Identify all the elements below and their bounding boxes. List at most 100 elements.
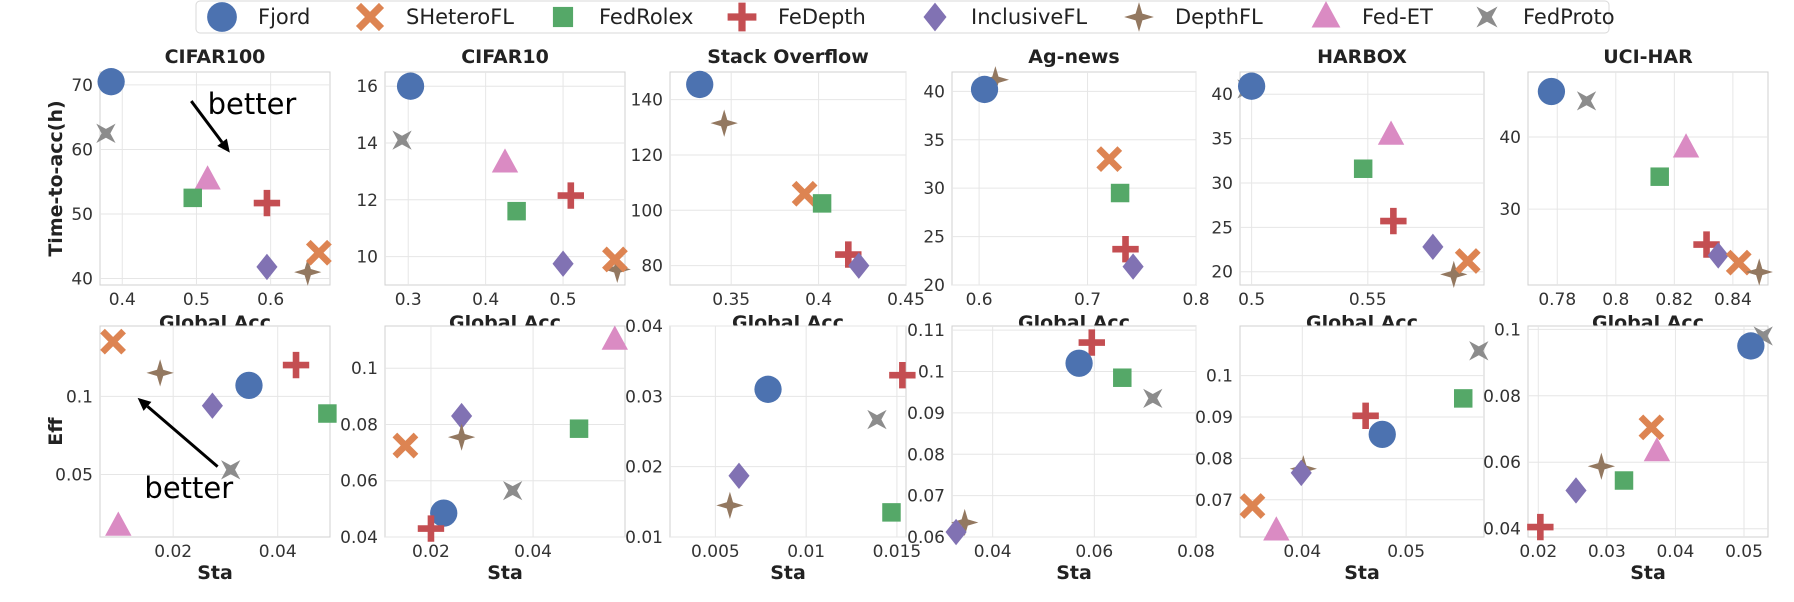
y-tick-label: 0.07 [1195,491,1233,511]
point-fjord [970,75,999,104]
point-fjord [1537,77,1566,106]
y-tick-label: 0.04 [340,528,378,548]
legend-frame [195,0,1610,34]
x-tick-label: 0.02 [1519,542,1557,562]
legend-item-fedproto: FedProto [1476,5,1615,29]
y-tick-label: 40 [71,270,93,290]
annotation-text: better [208,87,297,121]
y-tick-label: 0.09 [1195,408,1233,428]
point-sheterofl [1725,249,1752,276]
x-tick-label: 0.8 [1602,290,1629,310]
point-inclusivefl [1565,477,1587,504]
y-tick-label: 140 [631,91,663,111]
y-tick-label: 0.1 [66,387,93,407]
point-fedepth [253,189,281,217]
panel-9: 0.005 0.01 0.015 0.01 0.02 0.03 0.04 Sta [625,317,921,584]
x-tick-label: 0.05 [1725,542,1763,562]
point-fedrolex [1110,183,1130,203]
point-sheterofl [1454,248,1481,274]
y-tick-label: 0.05 [55,465,93,485]
y-tick-label: 40 [1499,128,1521,148]
panel-7: 0.02 0.04 0.05 0.1 Sta Eff better [45,325,337,584]
point-sheterofl [305,239,332,266]
point-fed-et [491,148,519,173]
point-fjord [396,72,425,100]
point-fedepth [1078,329,1105,356]
point-fjord [235,371,263,400]
y-tick-label: 0.04 [625,317,663,337]
y-tick-label: 0.09 [907,404,945,424]
plot-area [669,325,907,538]
panel-title: CIFAR100 [165,46,266,68]
x-axis-label: Sta [487,562,523,584]
point-depthfl [294,258,322,286]
point-fedproto [867,409,887,430]
y-tick-label: 0.11 [907,321,945,341]
y-tick-label: 0.08 [340,415,378,435]
y-tick-label: 16 [356,77,378,97]
point-inclusivefl [1122,253,1144,280]
x-tick-label: 0.35 [712,290,750,310]
legend-marker-depthfl [1124,2,1154,32]
point-fjord [1737,332,1765,360]
legend-item-fedepth: FeDepth [727,2,866,32]
x-tick-label: 0.5 [1238,290,1265,310]
plot-area [1239,325,1485,538]
point-fed-et [194,165,221,190]
point-inclusivefl [1422,233,1444,261]
x-tick-label: 0.005 [691,542,740,562]
point-fedrolex [569,419,589,438]
point-fedproto [503,480,523,501]
x-tick-label: 0.02 [154,542,192,562]
y-tick-label: 0.08 [907,445,945,465]
point-fedrolex [882,503,901,522]
point-depthfl [981,66,1010,94]
point-fedrolex [1113,368,1132,387]
point-fedproto [392,130,412,150]
y-axis-label: Time-to-acc(h) [45,100,67,256]
legend: Fjord SHeteroFL FedRolex FeDepth InclusiveFL… [195,0,1615,34]
panel-title: UCI-HAR [1603,46,1693,68]
x-tick-label: 0.4 [472,290,499,310]
legend-item-inclusivefl: InclusiveFL [923,2,1087,32]
y-tick-label: 0.01 [625,528,663,548]
legend-label: Fjord [258,5,310,29]
x-tick-label: 0.04 [1656,542,1694,562]
y-tick-label: 25 [923,228,945,248]
legend-marker-fedrolex [552,6,574,28]
y-tick-label: 12 [356,191,378,211]
point-sheterofl [791,180,818,207]
y-tick-label: 0.08 [1483,387,1521,407]
point-fedrolex [1650,167,1669,186]
annotation-arrow-head [217,138,230,153]
point-fjord [97,68,125,96]
legend-item-fed-et: Fed-ET [1311,1,1433,29]
plot-area [1527,71,1769,286]
x-tick-label: 0.01 [787,542,825,562]
panel-title: Stack Overflow [707,46,869,68]
point-inclusivefl [848,252,870,279]
point-fedproto [221,460,241,480]
x-tick-label: 0.4 [805,290,832,310]
y-tick-label: 40 [923,82,945,102]
point-fedproto [96,123,116,143]
legend-label: DepthFL [1175,5,1263,29]
y-tick-label: 20 [1211,263,1233,283]
y-tick-label: 0.1 [351,359,378,379]
point-fedrolex [1453,389,1473,408]
y-tick-label: 0.1 [1206,367,1233,387]
y-tick-label: 0.1 [918,363,945,383]
legend-item-sheterofl: SHeteroFL [355,2,514,32]
y-tick-label: 0.06 [1483,453,1521,473]
panel-title: HARBOX [1317,46,1407,68]
point-fedrolex [1614,471,1634,490]
point-fed-et [1672,133,1700,158]
x-tick-label: 0.5 [550,290,577,310]
point-inclusivefl [1290,459,1312,487]
point-fedrolex [318,404,337,423]
point-depthfl [716,491,744,519]
panel-12: 0.02 0.03 0.04 0.05 0.04 0.06 0.08 0.1 Sta [1483,320,1773,584]
x-tick-label: 0.03 [1588,542,1626,562]
